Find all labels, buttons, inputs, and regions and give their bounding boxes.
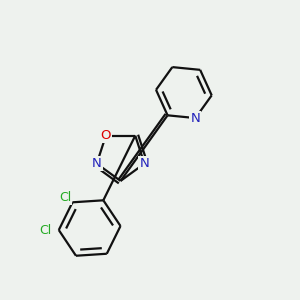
Text: N: N xyxy=(140,157,149,170)
Text: O: O xyxy=(100,129,111,142)
Text: Cl: Cl xyxy=(59,191,71,204)
Text: N: N xyxy=(92,157,102,170)
Text: N: N xyxy=(190,112,200,124)
Text: Cl: Cl xyxy=(39,224,52,237)
